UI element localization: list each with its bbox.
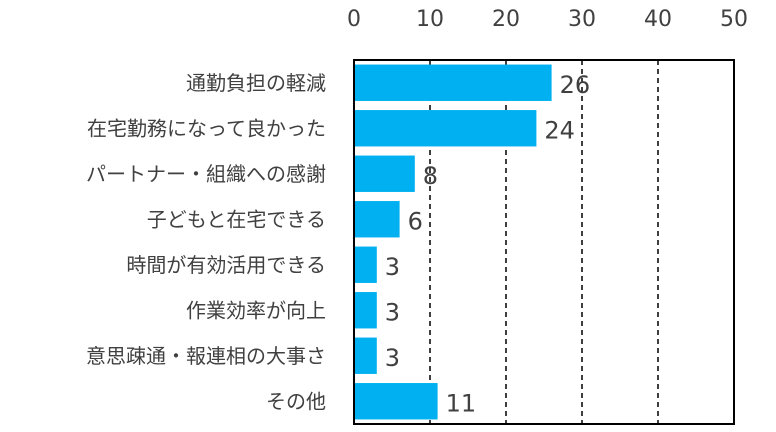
bar-7 bbox=[354, 383, 438, 420]
x-axis-ticks: 0 10 20 30 40 50 bbox=[347, 7, 748, 32]
bar-1 bbox=[354, 110, 537, 147]
bar-3 bbox=[354, 201, 400, 238]
value-label-3: 6 bbox=[408, 207, 423, 235]
bar-6 bbox=[354, 337, 377, 374]
bar-5 bbox=[354, 292, 377, 329]
category-label-0: 通勤負担の軽減 bbox=[186, 71, 326, 95]
value-label-2: 8 bbox=[423, 162, 438, 190]
category-label-1: 在宅勤務になって良かった bbox=[87, 116, 326, 140]
category-label-4: 時間が有効活用できる bbox=[126, 253, 326, 277]
bars bbox=[354, 64, 552, 420]
bar-2 bbox=[354, 155, 415, 192]
x-tick-label-20: 20 bbox=[492, 7, 520, 32]
x-tick-label-0: 0 bbox=[347, 7, 361, 32]
category-labels: 通勤負担の軽減在宅勤務になって良かったパートナー・組織への感謝子どもと在宅できる… bbox=[86, 71, 326, 414]
value-label-1: 24 bbox=[544, 116, 575, 144]
x-tick-label-10: 10 bbox=[416, 7, 444, 32]
gridlines bbox=[429, 60, 659, 424]
value-label-5: 3 bbox=[385, 298, 400, 326]
x-tick-label-30: 30 bbox=[568, 7, 596, 32]
value-label-4: 3 bbox=[385, 253, 400, 281]
x-tick-label-40: 40 bbox=[644, 7, 672, 32]
category-label-3: 子どもと在宅できる bbox=[147, 207, 326, 231]
category-label-2: パートナー・組織への感謝 bbox=[86, 162, 326, 186]
x-tick-label-50: 50 bbox=[720, 7, 748, 32]
value-label-6: 3 bbox=[385, 344, 400, 372]
value-label-0: 26 bbox=[560, 71, 591, 99]
bar-4 bbox=[354, 246, 377, 283]
plot-frame bbox=[353, 59, 735, 425]
category-label-6: 意思疎通・報連相の大事さ bbox=[86, 344, 326, 368]
value-label-7: 11 bbox=[446, 389, 477, 417]
category-label-5: 作業効率が向上 bbox=[186, 298, 326, 322]
category-label-7: その他 bbox=[266, 389, 326, 413]
bar-0 bbox=[354, 64, 552, 101]
